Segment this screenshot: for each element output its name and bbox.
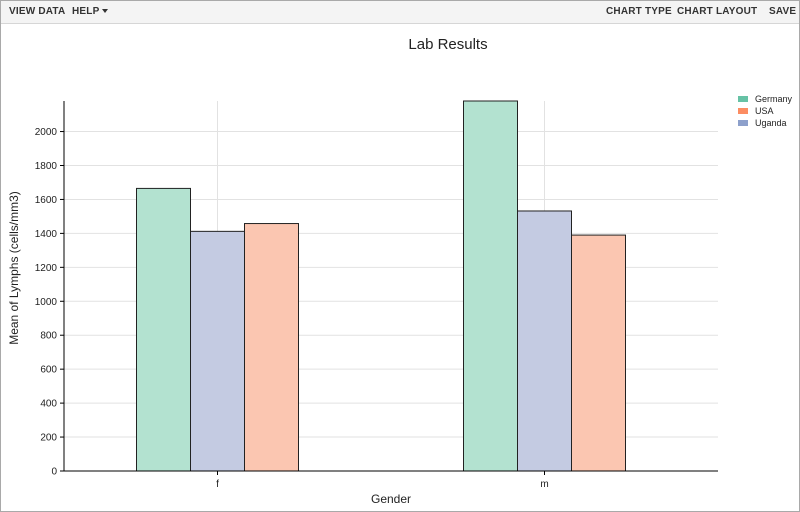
view-data-label: VIEW DATA xyxy=(9,6,66,17)
y-axis-title: Mean of Lymphs (cells/mm3) xyxy=(7,191,21,345)
bars xyxy=(136,100,626,472)
view-data-button[interactable]: VIEW DATA xyxy=(9,1,65,23)
chart-layout-label: CHART LAYOUT xyxy=(677,6,758,17)
y-tick-label: 0 xyxy=(51,467,57,478)
y-tick-label: 1400 xyxy=(35,229,58,240)
bar-germany-m[interactable] xyxy=(463,100,518,472)
legend: Germany USA Uganda xyxy=(738,94,793,128)
toolbar: VIEW DATA HELP CHART TYPE CHART LAYOUT S… xyxy=(1,1,799,24)
legend-label-usa: USA xyxy=(755,106,774,116)
y-tick-label: 800 xyxy=(40,331,57,342)
y-tick-label: 600 xyxy=(40,365,57,376)
help-label: HELP xyxy=(72,6,100,17)
y-tick-label: 2000 xyxy=(35,127,58,138)
axis-ticks: 0 200 400 600 800 1000 1200 1400 1600 1800 2000 f m xyxy=(35,127,549,490)
chart-title: Lab Results xyxy=(408,36,487,53)
legend-label-germany: Germany xyxy=(755,94,793,104)
save-label: SAVE xyxy=(769,6,797,17)
chart-type-button[interactable]: CHART TYPE xyxy=(606,1,672,23)
y-tick-label: 1600 xyxy=(35,195,58,206)
chart-type-label: CHART TYPE xyxy=(606,6,672,17)
legend-swatch-uganda xyxy=(738,120,748,126)
legend-label-uganda: Uganda xyxy=(755,118,787,128)
help-menu-button[interactable]: HELP xyxy=(72,1,109,23)
bar-uganda-m[interactable] xyxy=(517,210,572,472)
legend-swatch-usa xyxy=(738,108,748,114)
bar-usa-f[interactable] xyxy=(244,223,299,472)
x-tick-label: m xyxy=(540,479,548,490)
bar-uganda-f[interactable] xyxy=(190,230,245,472)
x-tick-label: f xyxy=(216,479,219,490)
bar-chart: Lab Results 0 200 400 600 800 1000 1200 1400 160… xyxy=(7,36,793,506)
x-axis-title: Gender xyxy=(371,492,411,506)
bar-germany-f[interactable] xyxy=(136,187,191,472)
legend-swatch-germany xyxy=(738,96,748,102)
chart-layout-button[interactable]: CHART LAYOUT xyxy=(677,1,757,23)
y-tick-label: 1200 xyxy=(35,263,58,274)
bar-usa-m[interactable] xyxy=(571,234,626,472)
chevron-down-icon xyxy=(102,9,109,14)
y-tick-label: 1000 xyxy=(35,297,58,308)
save-button[interactable]: SAVE xyxy=(769,1,796,23)
y-tick-label: 200 xyxy=(40,433,57,444)
y-tick-label: 1800 xyxy=(35,161,58,172)
y-tick-label: 400 xyxy=(40,399,57,410)
